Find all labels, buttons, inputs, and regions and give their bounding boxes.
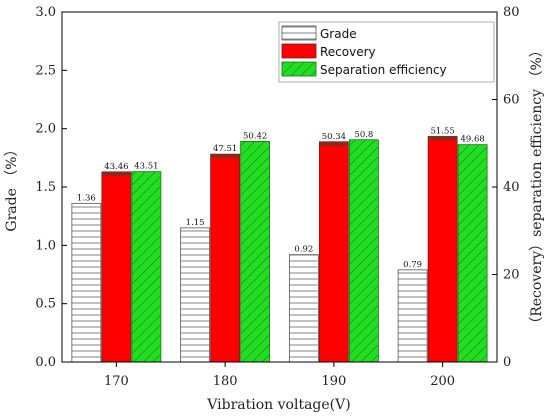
bar-separation-efficiency bbox=[457, 144, 488, 363]
bar-recovery bbox=[101, 171, 132, 363]
data-label-recovery: 47.51 bbox=[213, 144, 237, 154]
data-label-separation-efficiency: 43.51 bbox=[134, 162, 158, 172]
right-tick-label: 20 bbox=[503, 268, 520, 283]
left-tick-label: 1.0 bbox=[35, 238, 56, 253]
bars-group bbox=[71, 136, 488, 363]
bar-recovery bbox=[210, 153, 241, 363]
bar-cap-recovery bbox=[428, 136, 458, 141]
x-axis-title: Vibration voltage(V) bbox=[206, 397, 350, 413]
data-label-grade: 0.92 bbox=[294, 245, 313, 255]
right-tick-label: 40 bbox=[503, 180, 520, 195]
data-label-separation-efficiency: 49.68 bbox=[460, 135, 484, 145]
right-tick-label: 60 bbox=[503, 93, 520, 108]
data-label-recovery: 50.34 bbox=[322, 132, 346, 142]
bar-cap-recovery bbox=[101, 171, 131, 176]
left-tick-label: 0.0 bbox=[35, 355, 56, 370]
left-tick-label: 2.5 bbox=[35, 63, 56, 78]
legend-swatch-separation bbox=[281, 61, 317, 77]
bar-grade bbox=[288, 254, 319, 363]
legend: Grade Recovery Separation efficiency bbox=[278, 21, 495, 83]
left-tick-label: 3.0 bbox=[35, 5, 56, 20]
data-label-recovery: 43.46 bbox=[104, 162, 128, 172]
data-label-recovery: 51.55 bbox=[430, 126, 454, 136]
data-labels-group: 1.36 43.46 43.51 1.15 47.51 50.42 0.92 50.34 50.… bbox=[77, 126, 485, 269]
bar-grade bbox=[397, 269, 428, 363]
left-tick-label: 0.5 bbox=[35, 297, 56, 312]
data-label-separation-efficiency: 50.42 bbox=[243, 131, 267, 141]
x-tick-label: 200 bbox=[430, 374, 455, 389]
x-tick-label: 170 bbox=[104, 374, 129, 389]
bar-separation-efficiency bbox=[131, 171, 162, 363]
bar-separation-efficiency bbox=[240, 141, 271, 363]
data-label-grade: 0.79 bbox=[403, 260, 422, 270]
bar-recovery bbox=[427, 136, 458, 363]
data-label-grade: 1.36 bbox=[77, 193, 96, 203]
bar-recovery bbox=[318, 141, 349, 363]
legend-label-grade: Grade bbox=[320, 27, 357, 41]
right-axis: 0 20 40 60 80 bbox=[492, 5, 520, 370]
legend-swatch-recovery bbox=[281, 43, 317, 59]
legend-label-recovery: Recovery bbox=[320, 45, 376, 59]
x-axis: 170 180 190 200 bbox=[104, 362, 455, 389]
right-tick-label: 80 bbox=[503, 5, 520, 20]
legend-label-separation: Separation efficiency bbox=[320, 63, 447, 77]
bar-grade bbox=[71, 202, 102, 363]
right-tick-label: 0 bbox=[503, 355, 511, 370]
left-tick-label: 1.5 bbox=[35, 180, 56, 195]
bar-cap-recovery bbox=[319, 141, 349, 146]
legend-swatch-grade bbox=[281, 25, 317, 41]
left-axis: 0.0 0.5 1.0 1.5 2.0 2.5 3.0 bbox=[35, 5, 67, 370]
x-tick-label: 180 bbox=[213, 374, 238, 389]
bar-grade bbox=[180, 227, 211, 363]
left-axis-title: Grade （%） bbox=[4, 142, 20, 231]
left-tick-label: 2.0 bbox=[35, 122, 56, 137]
bar-separation-efficiency bbox=[348, 139, 379, 363]
data-label-separation-efficiency: 50.8 bbox=[354, 130, 373, 140]
data-label-grade: 1.15 bbox=[186, 218, 205, 228]
right-axis-title: （Recovery）separation efficiency （%） bbox=[529, 43, 545, 331]
bar-cap-recovery bbox=[210, 154, 240, 159]
x-tick-label: 190 bbox=[321, 374, 346, 389]
